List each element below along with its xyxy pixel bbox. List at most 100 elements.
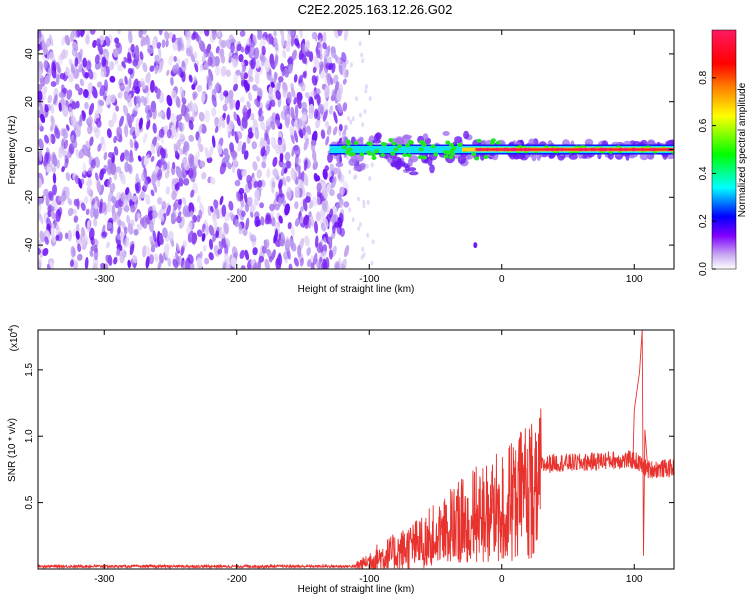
noise-blob (337, 103, 343, 114)
noise-blob (95, 117, 102, 128)
noise-blob (105, 94, 111, 106)
noise-blob (82, 57, 88, 68)
band-green (390, 151, 396, 156)
noise-blob (321, 200, 328, 212)
noise-blob (94, 156, 100, 168)
noise-blob (188, 102, 194, 111)
noise-blob (254, 216, 260, 228)
noise-blob (247, 180, 252, 190)
band-green (474, 156, 480, 161)
noise-blob (137, 212, 141, 220)
noise-blob (71, 100, 77, 110)
noise-blob (231, 129, 235, 137)
band-halo (457, 155, 467, 165)
noise-blob (124, 75, 128, 86)
noise-blob (308, 103, 315, 116)
noise-blob (58, 148, 64, 159)
band-peak (649, 147, 653, 152)
faint-blob (357, 226, 361, 232)
noise-blob (196, 214, 201, 223)
noise-blob (149, 65, 155, 72)
noise-blob (233, 111, 238, 121)
noise-blob (197, 136, 202, 148)
noise-blob (306, 259, 312, 268)
noise-blob (112, 48, 119, 58)
noise-blob (38, 177, 43, 188)
noise-blob (127, 259, 132, 269)
noise-blob (108, 61, 115, 71)
noise-blob (240, 79, 246, 87)
band-green (495, 140, 501, 145)
noise-blob (39, 230, 45, 243)
noise-blob (117, 219, 122, 227)
noise-blob (44, 236, 49, 245)
band-halo (548, 153, 555, 159)
noise-blob (68, 72, 74, 83)
noise-blob (237, 140, 243, 152)
band-green (418, 147, 424, 152)
noise-blob (192, 30, 196, 40)
noise-blob (249, 211, 254, 218)
noise-blob (71, 47, 78, 57)
noise-blob (38, 34, 42, 44)
noise-blob (106, 201, 112, 213)
noise-blob (101, 56, 107, 67)
noise-blob (84, 257, 89, 269)
noise-blob (233, 73, 239, 84)
band-green (483, 155, 489, 159)
noise-blob (265, 212, 272, 221)
band-peak (619, 147, 623, 152)
noise-blob (236, 130, 243, 140)
noise-blob (245, 217, 250, 230)
noise-blob (171, 166, 176, 176)
band-peak (519, 147, 523, 152)
noise-blob (103, 164, 109, 172)
noise-blob (89, 136, 94, 147)
noise-blob (341, 258, 347, 269)
noise-blob (296, 97, 302, 109)
noise-blob (178, 121, 183, 132)
noise-blob (89, 250, 94, 257)
noise-blob (71, 139, 78, 149)
noise-blob (103, 151, 108, 161)
noise-blob (246, 37, 252, 47)
noise-blob (308, 218, 312, 229)
noise-blob (239, 249, 245, 259)
noise-blob (150, 143, 156, 155)
noise-blob (278, 215, 283, 224)
noise-blob (70, 30, 75, 43)
band-peak (560, 147, 564, 152)
faint-blob (371, 239, 375, 245)
band-peak (592, 147, 596, 152)
noise-blob (342, 78, 347, 85)
faint-blob (351, 217, 355, 223)
noise-blob (38, 248, 42, 255)
band-peak (527, 147, 531, 152)
noise-blob (201, 93, 206, 104)
noise-blob (284, 236, 290, 249)
band-green (476, 138, 482, 143)
noise-blob (67, 207, 74, 217)
noise-blob (225, 69, 232, 77)
noise-blob (175, 165, 183, 179)
noise-blob (92, 238, 99, 247)
band-halo (422, 133, 429, 140)
band-green (450, 147, 456, 152)
noise-blob (97, 105, 103, 114)
faint-blob (358, 222, 362, 227)
noise-blob (220, 231, 225, 239)
noise-blob (151, 240, 156, 253)
noise-blob (318, 261, 323, 269)
noise-blob (316, 196, 321, 206)
faint-blob (360, 52, 364, 58)
noise-blob (279, 152, 284, 163)
band-halo (402, 134, 413, 139)
noise-blob (254, 127, 260, 140)
noise-blob (109, 75, 116, 83)
noise-blob (280, 110, 287, 121)
noise-blob (179, 36, 184, 50)
noise-blob (282, 198, 287, 208)
snr-multiplier-base: (x10 (9, 331, 20, 351)
noise-blob (190, 189, 195, 198)
y-tick-label: 1.0 (24, 429, 35, 443)
